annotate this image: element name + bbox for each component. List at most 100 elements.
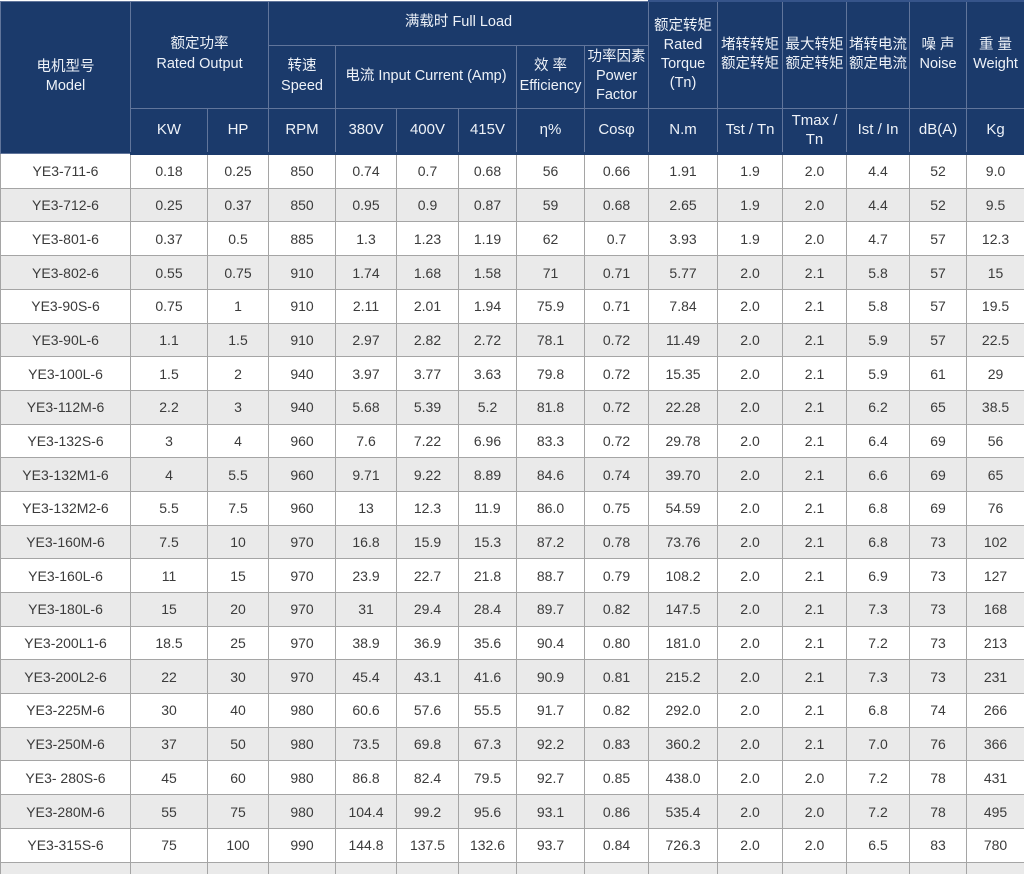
value-cell: 5.8	[846, 288, 911, 324]
value-cell: 2.0	[782, 861, 848, 874]
value-cell: 56	[966, 423, 1024, 459]
value-cell: 1.91	[648, 153, 719, 189]
value-cell: 144.8	[335, 827, 397, 863]
value-cell: 21.8	[458, 558, 517, 594]
model-cell: YE3-112M-6	[0, 389, 131, 425]
value-cell: 266	[966, 693, 1024, 728]
value-cell: 92.7	[516, 760, 585, 796]
model-cell: YE3-280M-6	[0, 794, 131, 829]
header-weight: 重 量 Weight	[966, 0, 1024, 109]
value-cell: 7.3	[846, 592, 911, 627]
value-cell: 62	[516, 221, 585, 257]
table-row: YE3-90L-6 1.1 1.5 910 2.97 2.82 2.72 78.1 0.72 11…	[0, 322, 1024, 358]
value-cell: 2.0	[717, 827, 784, 863]
value-cell: 2.0	[717, 794, 784, 829]
value-cell: 2.1	[782, 726, 848, 762]
value-cell: 2.1	[782, 524, 848, 560]
value-cell: 22.5	[966, 322, 1024, 358]
value-cell: 2.0	[717, 288, 784, 324]
value-cell: 40	[207, 693, 269, 728]
header-row-2: 转速 Speed 电流 Input Current (Amp) 效 率 Effi…	[1, 44, 1024, 109]
value-cell: 92.2	[516, 726, 585, 762]
table-row: YE3-160M-6 7.5 10 970 16.8 15.9 15.3 87.2 0.78 73…	[0, 524, 1024, 560]
value-cell: 36.9	[396, 625, 459, 661]
value-cell: 1.3	[335, 221, 397, 257]
value-cell: 60	[207, 760, 269, 796]
header-speed: 转速 Speed	[268, 44, 336, 109]
model-cell: YE3-160M-6	[0, 524, 131, 560]
table-row: YE3-132M2-6 5.5 7.5 960 13 12.3 11.9 86.0 0.75 54…	[0, 490, 1024, 526]
value-cell: 99.2	[396, 794, 459, 829]
value-cell: 980	[268, 794, 336, 829]
value-cell: 2.0	[717, 558, 784, 594]
value-cell: 18.5	[130, 625, 208, 661]
value-cell: 78	[909, 794, 968, 829]
value-cell: 61	[909, 356, 968, 391]
value-cell: 2.1	[782, 389, 848, 425]
value-cell: 2.0	[717, 423, 784, 459]
value-cell: 0.68	[458, 153, 517, 189]
value-cell: 73	[909, 659, 968, 695]
value-cell: 4.7	[846, 221, 911, 257]
header-full-load: 满载时 Full Load	[267, 0, 650, 46]
value-cell: 960	[268, 423, 336, 459]
model-cell: YE3-225M-6	[0, 693, 131, 728]
value-cell: 1.74	[335, 255, 397, 290]
value-cell: 45	[130, 760, 208, 796]
table-row: YE3-712-6 0.25 0.37 850 0.95 0.9 0.87 59 0.68 2.6…	[0, 187, 1024, 223]
value-cell: 910	[268, 322, 336, 358]
value-cell: 6.8	[846, 693, 911, 728]
value-cell: 73.5	[335, 726, 397, 762]
table-row: YE3-315S-6 75 100 990 144.8 137.5 132.6 93.7 0.8…	[0, 827, 1024, 863]
value-cell: 0.85	[583, 861, 650, 874]
value-cell: 38.5	[966, 389, 1024, 425]
value-cell: 9.22	[396, 457, 459, 492]
value-cell: 3.97	[335, 356, 397, 391]
value-cell: 7.6	[335, 423, 397, 459]
value-cell: 0.5	[207, 221, 269, 257]
value-cell: 1.19	[458, 221, 517, 257]
header-rated-output: 额定功率 Rated Output	[130, 0, 269, 109]
value-cell: 4	[207, 423, 269, 459]
value-cell: 22	[130, 659, 208, 695]
value-cell: 6.4	[846, 423, 911, 459]
value-cell: 2.1	[782, 356, 848, 391]
value-cell: 940	[268, 389, 336, 425]
value-cell: 292.0	[648, 693, 719, 728]
value-cell: 2.0	[717, 356, 784, 391]
value-cell: 0.9	[396, 187, 459, 223]
value-cell: 7.3	[846, 659, 911, 695]
value-cell: 76	[966, 490, 1024, 526]
value-cell: 0.25	[207, 153, 269, 189]
value-cell: 15	[207, 558, 269, 594]
value-cell: 10	[207, 524, 269, 560]
value-cell: 11.49	[648, 322, 719, 358]
value-cell: 90.4	[516, 625, 585, 661]
value-cell: 5.5	[130, 490, 208, 526]
value-cell: 12.3	[396, 490, 459, 526]
unit-400v: 400V	[396, 107, 459, 156]
value-cell: 75	[130, 827, 208, 863]
value-cell: 35.6	[458, 625, 517, 661]
value-cell: 3	[207, 389, 269, 425]
value-cell: 127	[966, 558, 1024, 594]
value-cell: 86.8	[335, 760, 397, 796]
value-cell: 970	[268, 524, 336, 560]
unit-380v: 380V	[335, 107, 397, 156]
table-row: YE3-112M-6 2.2 3 940 5.68 5.39 5.2 81.8 0.72 22.2…	[0, 389, 1024, 425]
value-cell: 56	[516, 153, 585, 189]
value-cell: 2.97	[335, 322, 397, 358]
model-cell: YE3-250M-6	[0, 726, 131, 762]
value-cell: 57	[909, 255, 968, 290]
value-cell: 7.5	[207, 490, 269, 526]
unit-415v: 415V	[458, 107, 517, 156]
value-cell: 15	[966, 255, 1024, 290]
value-cell: 84.6	[516, 457, 585, 492]
value-cell: 82.4	[396, 760, 459, 796]
header-model: 电机型号 Model	[0, 0, 131, 155]
value-cell: 15.3	[458, 524, 517, 560]
table-row: YE3- 280S-6 45 60 980 86.8 82.4 79.5 92.7 0.85 43…	[0, 760, 1024, 796]
value-cell: 120	[207, 861, 269, 874]
value-cell: 0.83	[583, 726, 650, 762]
